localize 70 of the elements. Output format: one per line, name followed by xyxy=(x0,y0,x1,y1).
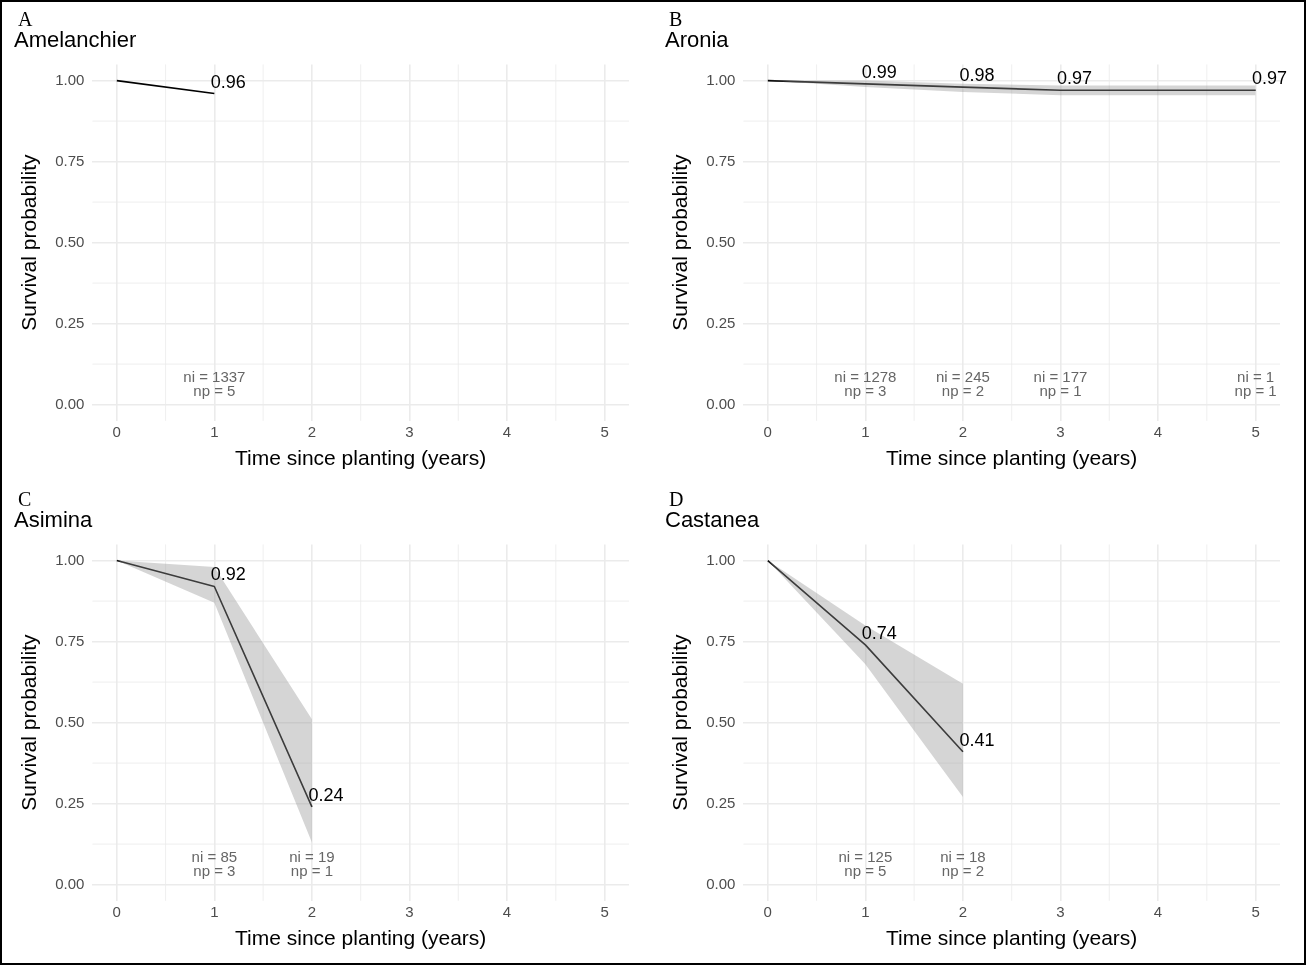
x-tick-label: 3 xyxy=(405,422,414,440)
data-label: 0.41 xyxy=(959,729,995,750)
x-tick-label: 1 xyxy=(861,422,870,440)
y-tick-label: 0.25 xyxy=(706,793,736,811)
annotation: ni = 125 np = 5 xyxy=(838,848,893,880)
x-axis-title: Time since planting (years) xyxy=(235,926,487,950)
data-label: 0.74 xyxy=(861,622,897,643)
x-tick-label: 2 xyxy=(958,422,968,440)
y-axis-title: Survival probability xyxy=(17,153,41,331)
annotation: ni = 18 np = 2 xyxy=(940,848,986,880)
x-tick-label: 5 xyxy=(1251,902,1260,920)
x-tick-label: 4 xyxy=(502,422,512,440)
x-tick-label: 4 xyxy=(1153,422,1163,440)
x-tick-label: 0 xyxy=(112,902,121,920)
annotation: ni = 85 np = 3 xyxy=(191,848,238,880)
x-tick-label: 1 xyxy=(861,902,870,920)
data-label: 0.24 xyxy=(308,784,344,805)
x-tick-label: 1 xyxy=(210,422,219,440)
x-tick-label: 3 xyxy=(405,902,414,920)
annotation: ni = 177 np = 1 xyxy=(1033,368,1088,400)
x-tick-label: 2 xyxy=(307,422,317,440)
y-tick-label: 0.00 xyxy=(55,394,85,412)
y-tick-label: 0.75 xyxy=(55,151,85,169)
y-tick-label: 1.00 xyxy=(706,70,736,88)
y-tick-label: 0.75 xyxy=(706,151,736,169)
y-tick-label: 0.50 xyxy=(55,712,85,730)
data-label: 0.98 xyxy=(959,65,995,86)
x-axis-title: Time since planting (years) xyxy=(886,446,1138,470)
x-tick-label: 3 xyxy=(1056,422,1065,440)
x-tick-label: 5 xyxy=(600,422,609,440)
y-tick-label: 0.00 xyxy=(706,394,736,412)
data-label: 0.92 xyxy=(210,564,246,585)
x-tick-label: 2 xyxy=(307,902,317,920)
y-tick-label: 0.50 xyxy=(55,232,85,250)
y-tick-label: 0.25 xyxy=(55,793,85,811)
y-axis-title: Survival probability xyxy=(668,633,692,811)
annotation: ni = 1337 np = 5 xyxy=(183,368,246,400)
y-axis-title: Survival probability xyxy=(17,633,41,811)
x-axis-title: Time since planting (years) xyxy=(235,446,487,470)
x-tick-label: 4 xyxy=(1153,902,1163,920)
data-label: 0.97 xyxy=(1056,68,1092,89)
annotation: ni = 1 np = 1 xyxy=(1234,368,1277,400)
y-tick-label: 0.50 xyxy=(706,712,736,730)
y-tick-label: 0.50 xyxy=(706,232,736,250)
y-tick-label: 0.25 xyxy=(706,313,736,331)
x-tick-label: 0 xyxy=(763,422,772,440)
annotation: ni = 245 np = 2 xyxy=(936,368,990,400)
annotation: ni = 1278 np = 3 xyxy=(834,368,897,400)
x-tick-label: 5 xyxy=(1251,422,1260,440)
x-tick-label: 4 xyxy=(502,902,512,920)
x-tick-label: 3 xyxy=(1056,902,1065,920)
data-label: 0.96 xyxy=(210,71,246,92)
y-tick-label: 0.75 xyxy=(706,631,736,649)
y-tick-label: 0.75 xyxy=(55,631,85,649)
x-tick-label: 1 xyxy=(210,902,219,920)
y-tick-label: 0.00 xyxy=(706,874,736,892)
x-tick-label: 0 xyxy=(763,902,772,920)
x-tick-label: 0 xyxy=(112,422,121,440)
y-tick-label: 0.25 xyxy=(55,313,85,331)
y-tick-label: 1.00 xyxy=(706,550,736,568)
x-tick-label: 2 xyxy=(958,902,968,920)
y-tick-label: 0.00 xyxy=(55,874,85,892)
data-label: 0.97 xyxy=(1252,68,1288,89)
y-axis-title: Survival probability xyxy=(668,153,692,331)
annotation: ni = 19 np = 1 xyxy=(289,848,335,880)
y-tick-label: 1.00 xyxy=(55,70,85,88)
x-axis-title: Time since planting (years) xyxy=(886,926,1138,950)
data-label: 0.99 xyxy=(861,61,897,82)
x-tick-label: 5 xyxy=(600,902,609,920)
y-tick-label: 1.00 xyxy=(55,550,85,568)
